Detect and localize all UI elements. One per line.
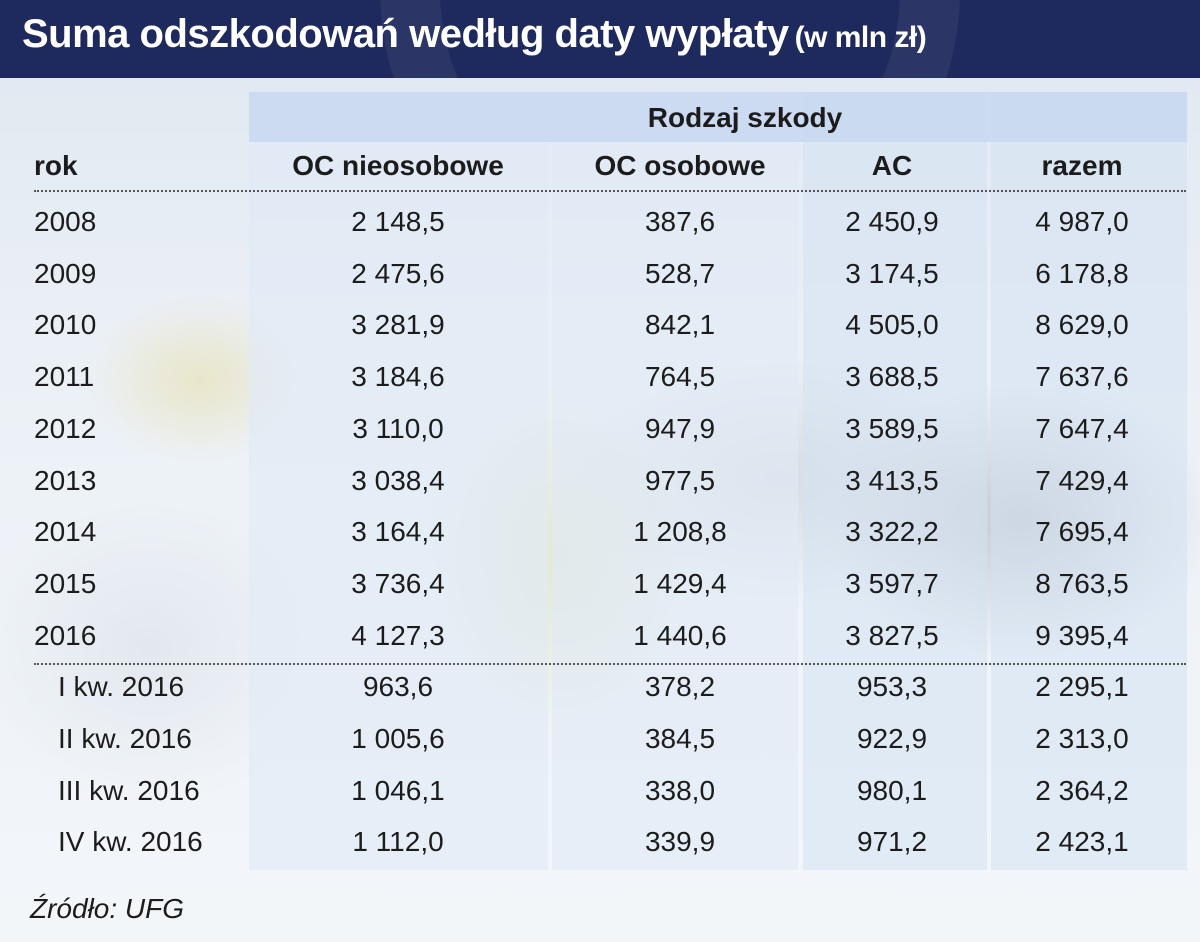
column-band-ac [803, 92, 987, 870]
table-cell: 764,5 [644, 361, 716, 393]
table-cell: 7 637,6 [1035, 361, 1129, 393]
table-cell: 3 597,7 [845, 567, 939, 599]
table-cell: 4 127,3 [351, 619, 445, 651]
table-cell: 977,5 [644, 464, 716, 496]
table-cell: 980,1 [856, 774, 928, 806]
row-label: I kw. 2016 [58, 671, 185, 703]
table-cell: 2 295,1 [1035, 671, 1129, 703]
table-cell: 3 413,5 [845, 464, 939, 496]
title-bar: Suma odszkodowań według daty wypłaty (w m… [0, 0, 1200, 78]
table-cell: 2 423,1 [1035, 826, 1129, 858]
row-label: 2008 [34, 206, 97, 237]
row-label: III kw. 2016 [58, 774, 200, 806]
table-cell: 2 450,9 [845, 206, 939, 237]
table-cell: 8 629,0 [1035, 309, 1129, 341]
table-cell: 4 505,0 [845, 309, 939, 341]
header-divider [34, 190, 1186, 192]
column-header: AC [871, 150, 913, 181]
column-band-razem [991, 92, 1187, 870]
source-note: Źródło: UFG [30, 893, 185, 924]
table-cell: 7 647,4 [1035, 412, 1129, 444]
row-label: II kw. 2016 [58, 723, 192, 754]
row-label: 2016 [34, 619, 97, 651]
table-cell: 2 364,2 [1035, 774, 1129, 806]
column-header: OC osobowe [594, 150, 766, 181]
table-cell: 1 429,4 [633, 567, 727, 599]
title-text: Suma odszkodowań według daty wypłaty [22, 12, 789, 56]
table-cell: 963,6 [362, 671, 434, 703]
table-cell: 6 178,8 [1035, 257, 1129, 289]
table-cell: 1 112,0 [352, 826, 444, 858]
table-cell: 842,1 [644, 309, 716, 341]
table-cell: 3 174,5 [845, 257, 939, 289]
row-label: 2012 [34, 412, 97, 444]
table-cell: 1 005,6 [351, 723, 445, 754]
row-label: 2014 [34, 516, 97, 548]
column-header: OC nieosobowe [292, 150, 504, 181]
row-label: 2010 [34, 309, 97, 341]
row-label: 2011 [34, 361, 95, 393]
table-cell: 3 736,4 [351, 567, 445, 599]
table-cell: 3 281,9 [351, 309, 445, 341]
header-band [249, 92, 1187, 142]
table-cell: 953,3 [856, 671, 928, 703]
row-header: rok [34, 150, 78, 181]
table-cell: 387,6 [644, 206, 716, 237]
table-cell: 2 475,6 [351, 257, 445, 289]
table-cell: 1 046,1 [351, 774, 445, 806]
table-cell: 1 440,6 [633, 619, 727, 651]
table-cell: 384,5 [644, 723, 716, 754]
table-cell: 947,9 [644, 412, 716, 444]
table-cell: 2 313,0 [1035, 723, 1129, 754]
column-band-oc-nieosobowe [249, 92, 548, 870]
table-cell: 1 208,8 [633, 516, 727, 548]
row-label: IV kw. 2016 [58, 826, 203, 858]
table-cell: 339,9 [644, 826, 716, 858]
row-label: 2013 [34, 464, 97, 496]
table-cell: 378,2 [644, 671, 716, 703]
group-header: Rodzaj szkody [647, 102, 843, 133]
title-unit: (w mln zł) [794, 21, 927, 54]
table-cell: 922,9 [856, 723, 928, 754]
table-cell: 3 688,5 [845, 361, 939, 393]
column-band-oc-osobowe [552, 92, 798, 870]
table-cell: 2 148,5 [351, 206, 445, 237]
table-cell: 3 322,2 [845, 516, 939, 548]
table-cell: 3 589,5 [845, 412, 939, 444]
table-cell: 3 164,4 [351, 516, 445, 548]
table-cell: 3 110,0 [352, 412, 444, 444]
table-cell: 338,0 [644, 774, 716, 806]
table-cell: 4 987,0 [1035, 206, 1129, 237]
table-cell: 528,7 [644, 257, 716, 289]
quarter-divider [34, 663, 1186, 666]
table-cell: 3 827,5 [845, 619, 939, 651]
table-cell: 7 695,4 [1035, 516, 1129, 548]
table-cell: 3 038,4 [351, 464, 445, 496]
table-cell: 8 763,5 [1035, 567, 1129, 599]
table-cell: 9 395,4 [1035, 619, 1129, 651]
row-label: 2015 [34, 567, 97, 599]
decorative-ring [380, 0, 960, 78]
table-cell: 7 429,4 [1035, 464, 1129, 496]
table-cell: 971,2 [856, 826, 928, 858]
page-title: Suma odszkodowań według daty wypłaty (w m… [22, 12, 927, 57]
column-header: razem [1041, 150, 1123, 181]
row-label: 2009 [34, 257, 97, 289]
table-cell: 3 184,6 [351, 361, 445, 393]
